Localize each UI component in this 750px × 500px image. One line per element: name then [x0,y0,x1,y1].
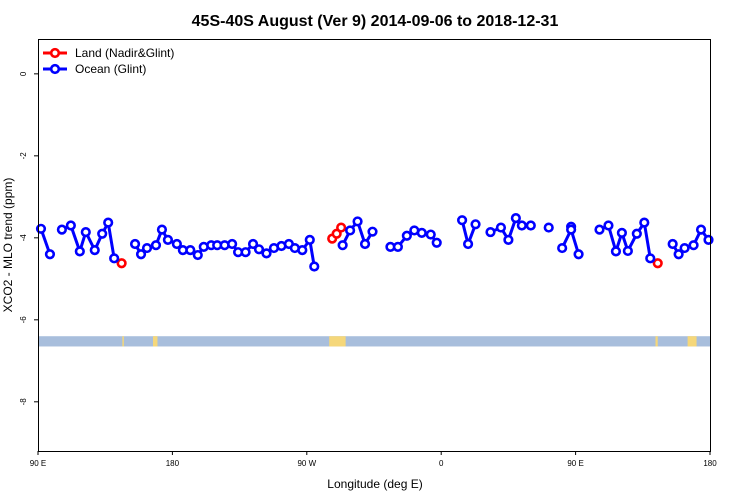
data-point [610,246,622,257]
plot-area [35,213,714,347]
x-tick-label: 180 [703,459,717,468]
data-point [129,238,141,250]
data-point [667,238,678,250]
legend-label: Land (Nadir&Glint) [75,46,174,60]
legend-marker [49,63,61,75]
data-point [227,238,238,250]
data-point [135,249,147,260]
chart-title: 45S-40S August (Ver 9) 2014-09-06 to 201… [192,13,559,30]
data-point [485,226,496,238]
x-tick-label: 90 E [30,459,46,468]
data-point [503,234,514,245]
data-point [185,245,196,256]
data-point [304,234,315,245]
x-axis: 90 E 180 90 W 0 90 E 180 [30,451,717,468]
data-point [89,245,100,256]
data-point [35,223,47,234]
data-point [703,234,714,245]
data-point [162,234,174,245]
data-point [679,242,690,254]
data-point [639,217,650,228]
x-tick-label: 90 E [567,459,583,468]
x-tick-label: 180 [166,459,180,468]
data-point [673,249,684,260]
data-point [401,230,412,241]
data-point [392,241,403,252]
data-point [156,224,168,235]
y-tick-label: 0 [19,71,28,76]
data-point [631,228,642,239]
y-axis: 0 -2 -4 -6 -8 [19,71,38,405]
data-point [367,226,378,237]
data-point [240,247,251,258]
data-point [171,238,182,250]
data-point [345,225,356,236]
data-point [462,238,474,250]
data-point [359,238,371,250]
data-point [150,240,162,251]
data-point [525,220,536,231]
y-tick-label: -8 [19,398,28,406]
data-point [425,229,436,240]
y-tick-label: -6 [19,316,28,324]
legend-label: Ocean (Glint) [75,62,146,76]
data-point [337,240,348,251]
data-point [431,237,442,248]
legend: Land (Nadir&Glint) Ocean (Glint) [43,46,174,76]
data-point [695,224,707,235]
plot-frame [38,39,711,452]
data-point [566,224,577,235]
data-point [652,258,663,269]
data-point [44,249,56,260]
x-tick-label: 90 W [297,459,316,468]
data-point [103,217,114,228]
data-point [510,213,521,224]
data-point [622,245,633,257]
data-point [616,227,627,239]
data-point [116,258,127,269]
data-point [74,246,85,257]
land-patch [655,336,658,347]
data-point [573,249,584,260]
land-patch [329,336,346,347]
data-point [495,222,507,233]
data-point [261,248,272,259]
data-point [56,224,67,235]
data-point [516,220,527,231]
data-point [470,219,481,230]
data-point [253,244,265,255]
y-tick-label: -4 [19,234,28,242]
data-point [557,242,568,254]
data-point [457,215,468,226]
data-point [645,253,656,264]
x-tick-label: 0 [439,459,444,468]
data-point [336,222,347,233]
data-point [688,240,699,251]
data-point [109,253,120,264]
data-point [80,226,91,238]
data-point [97,228,108,239]
data-point [141,242,153,254]
data-point [352,216,363,227]
ocean-band [38,336,710,347]
land-patch [122,336,124,347]
land-patch [687,336,697,347]
y-tick-label: -2 [19,152,28,160]
data-point [309,261,320,272]
legend-marker [49,47,61,59]
data-point [594,224,605,235]
data-point [65,220,76,231]
data-point [297,245,308,256]
land-patch [152,336,158,347]
y-axis-label: XCO2 - MLO trend (ppm) [1,178,15,313]
data-point [543,222,554,233]
data-point [416,227,427,239]
x-axis-label: Longitude (deg E) [327,477,422,491]
data-point [247,238,259,250]
data-point [603,220,614,231]
data-point [192,249,203,261]
